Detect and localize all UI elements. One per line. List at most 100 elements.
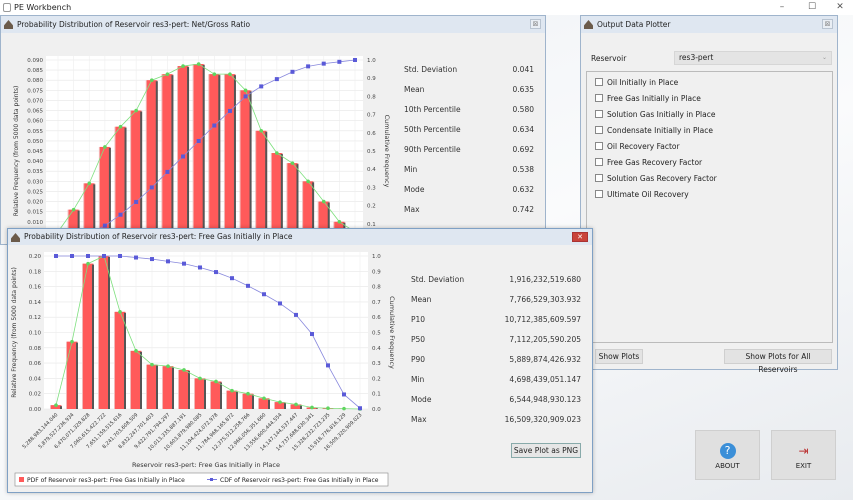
cdf-point [274, 77, 279, 82]
y-tick-label: 0.12 [29, 315, 41, 321]
pdf-point [321, 199, 326, 204]
pdf-bar [115, 126, 126, 242]
show-plots-button[interactable]: Show Plots [595, 349, 643, 364]
free-gas-titlebar[interactable]: Probability Distribution of Reservoir re… [8, 229, 592, 245]
stat-row: Max 16,509,320,909.023 [411, 415, 581, 424]
pdf-point [214, 379, 218, 384]
y2-tick-label: 0.8 [372, 285, 381, 291]
output-option-checkbox[interactable]: Solution Gas Recovery Factor [595, 174, 717, 183]
stat-label: 90th Percentile [404, 145, 461, 154]
bar-edge [108, 257, 110, 409]
y-tick-label: 0.14 [29, 300, 42, 306]
cdf-point [262, 292, 266, 297]
pdf-point [262, 396, 266, 401]
question-circle-icon: ? [719, 443, 736, 459]
close-app-button[interactable]: ✕ [836, 2, 844, 12]
bar-edge [316, 408, 318, 409]
stat-label: Mean [411, 295, 432, 304]
pdf-bar [259, 398, 269, 409]
pdf-bar [67, 341, 77, 409]
output-option-checkbox[interactable]: Ultimate Oil Recovery [595, 190, 689, 199]
cdf-point [150, 257, 154, 262]
exit-button[interactable]: ⇥ EXIT [771, 430, 836, 480]
output-option-checkbox[interactable]: Oil Initially in Place [595, 78, 678, 87]
stat-row: Min 0.538 [404, 165, 534, 174]
pdf-bar [195, 378, 205, 409]
cdf-point [342, 392, 346, 397]
output-option-checkbox[interactable]: Condensate Initially in Place [595, 126, 713, 135]
bar-edge [172, 367, 174, 409]
bar-edge [236, 391, 238, 409]
y2-tick-label: 0.6 [372, 315, 381, 321]
plotter-titlebar[interactable]: Output Data Plotter ⊠ [581, 16, 837, 33]
stat-row: Std. Deviation 0.041 [404, 65, 534, 74]
pdf-bar [303, 181, 314, 242]
pdf-point [259, 128, 264, 133]
y-axis-title: Relative Frequency (from 5000 data point… [11, 267, 18, 398]
y-tick-label: 0.04 [29, 376, 42, 382]
about-button[interactable]: ? ABOUT [695, 430, 760, 480]
stat-label: Std. Deviation [404, 65, 458, 74]
bar-edge [220, 382, 222, 409]
close-window-button[interactable]: ⊠ [530, 19, 541, 29]
window-title: Probability Distribution of Reservoir re… [24, 232, 293, 241]
cdf-point [353, 58, 357, 62]
bar-edge [155, 81, 158, 242]
pdf-point [212, 72, 217, 76]
stat-value: 0.635 [512, 85, 534, 94]
y-tick-label: 0.035 [27, 169, 43, 175]
pdf-bar [287, 163, 298, 242]
y-tick-label: 0.010 [27, 220, 43, 226]
cdf-point [310, 332, 314, 337]
stat-label: Max [411, 415, 427, 424]
y-tick-label: 0.090 [27, 58, 43, 64]
maximize-button[interactable]: ☐ [807, 2, 817, 12]
bar-edge [249, 91, 252, 242]
close-window-button[interactable]: ✕ [572, 232, 588, 242]
output-option-checkbox[interactable]: Solution Gas Initially in Place [595, 110, 715, 119]
pdf-bar [84, 183, 95, 242]
cdf-point [182, 261, 186, 266]
pdf-point [86, 261, 90, 266]
pdf-point [337, 219, 342, 224]
app-title: PE Workbench [14, 3, 72, 12]
y-tick-label: 0.015 [27, 210, 43, 216]
y2-tick-label: 0.2 [372, 376, 381, 382]
legend-pdf-swatch [19, 477, 24, 482]
stat-label: Mode [411, 395, 432, 404]
bar-edge [327, 202, 330, 242]
app-icon [3, 3, 11, 12]
output-option-checkbox[interactable]: Oil Recovery Factor [595, 142, 680, 151]
stat-value: 0.742 [512, 205, 534, 214]
output-option-checkbox[interactable]: Free Gas Recovery Factor [595, 158, 702, 167]
stat-row: Std. Deviation 1,916,232,519.680 [411, 275, 581, 284]
output-option-checkbox[interactable]: Free Gas Initially in Place [595, 94, 701, 103]
y-tick-label: 0.18 [29, 269, 42, 275]
y2-tick-label: 0.1 [372, 392, 381, 398]
show-plots-all-reservoirs-button[interactable]: Show Plots for All Reservoirs [724, 349, 832, 374]
stat-value: 0.580 [512, 105, 534, 114]
cdf-point [337, 59, 342, 64]
pdf-point [70, 339, 74, 344]
y2-tick-label: 0.0 [372, 407, 381, 413]
bar-edge [252, 394, 254, 409]
y-tick-label: 0.02 [29, 392, 41, 398]
bar-edge [156, 365, 158, 409]
y2-tick-label: 0.2 [367, 204, 376, 210]
stat-label: Std. Deviation [411, 275, 465, 284]
checkbox-icon [595, 126, 603, 134]
pdf-point [278, 400, 282, 404]
minimize-button[interactable]: – [779, 2, 785, 12]
pdf-point [149, 78, 154, 83]
y2-tick-label: 0.7 [372, 300, 381, 306]
free-gas-chart: 0.00 0.02 0.04 0.06 0.08 0.10 0.12 0.14 0.16 0.18… [11, 252, 396, 487]
net-gross-titlebar[interactable]: Probability Distribution of Reservoir re… [1, 16, 545, 33]
close-window-button[interactable]: ⊠ [822, 19, 833, 29]
reservoir-select[interactable]: res3-pert ⌄ [674, 51, 832, 65]
save-plot-png-button[interactable]: Save Plot as PNG [511, 443, 581, 458]
stat-value: 16,509,320,909.023 [504, 415, 581, 424]
pdf-bar [211, 381, 221, 409]
checkbox-icon [595, 78, 603, 86]
stat-row: Mean 0.635 [404, 85, 534, 94]
pdf-point [342, 406, 346, 411]
